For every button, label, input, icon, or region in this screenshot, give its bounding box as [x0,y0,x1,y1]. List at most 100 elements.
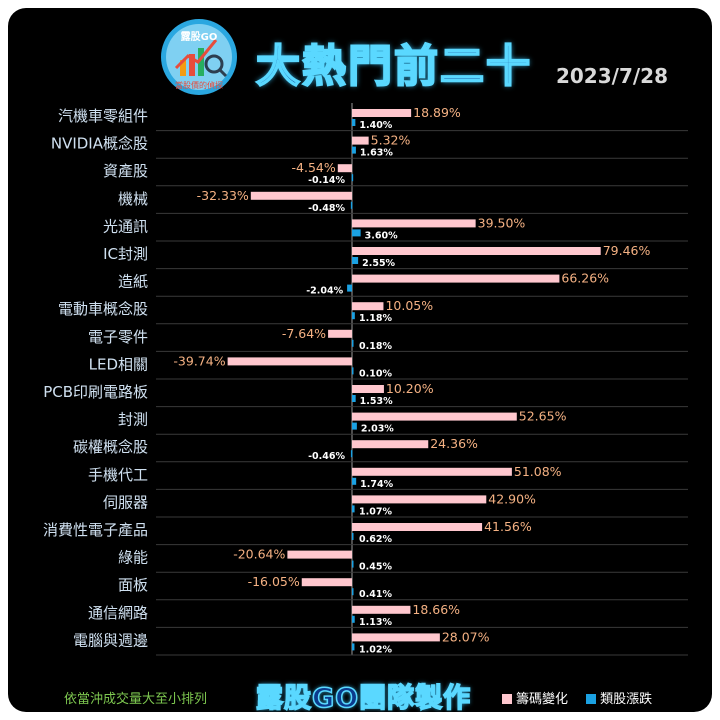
sector-change-bar [352,339,354,347]
sector-change-bar [352,533,354,540]
chip-change-bar [337,164,352,173]
sector-change-label: 1.02% [359,644,392,655]
chip-change-label: 79.46% [603,243,651,258]
category-label: 手機代工 [88,466,148,484]
chip-change-bar [227,357,352,366]
chart-svg: 汽機車零組件 18.89% 1.40% NVIDIA概念股 5.32%1.63% 資產股 -… [43,103,688,656]
category-label: 造紙 [118,273,148,291]
chip-change-label: 10.20% [386,381,434,396]
sector-change-label: 2.55% [362,258,395,269]
category-label: 電腦與週邊 [73,631,148,649]
sector-change-label: 2.03% [361,424,394,435]
sector-change-bar [352,312,355,320]
chip-change-label: -32.33% [197,188,249,203]
chip-change-bar [352,412,517,421]
sector-change-label: 1.53% [360,396,393,407]
sector-change-bar [352,615,355,623]
sector-change-bar [352,395,356,402]
category-label: 碳權概念股 [73,438,148,456]
chip-change-bar [352,385,384,393]
sector-change-label: 1.18% [359,313,392,324]
sector-change-bar [352,560,354,568]
sector-change-label: -0.48% [308,203,345,214]
chip-change-label: 28.07% [442,629,490,644]
chart-frame: 露股GO 當股價的偵探 大熱門前二十 2023/7/28 汽機車零組件 18.89… [8,8,712,712]
sort-note: 依當沖成交量大至小排列 [64,692,208,707]
legend-item-change: 籌碼變化 [502,688,568,707]
chip-change-label: -39.74% [173,353,225,368]
sector-change-label: -2.04% [306,286,343,297]
chip-change-bar [352,605,411,614]
chip-change-label: 24.36% [430,436,478,451]
chip-change-bar [352,495,487,504]
category-label: 電動車概念股 [58,300,148,318]
logo: 露股GO 當股價的偵探 [161,19,237,95]
chip-change-label: -20.64% [233,547,285,562]
chip-change-bar [352,467,512,476]
category-label: 面板 [118,576,148,594]
chip-change-bar [301,578,352,587]
chip-change-label: 66.26% [561,271,609,286]
category-label: 資產股 [103,162,148,180]
sector-change-label: 0.41% [359,589,392,600]
category-label: 通信網路 [88,604,148,622]
chip-change-label: 39.50% [478,215,526,230]
sector-change-bar [352,257,359,264]
sector-change-bar [352,367,354,375]
chip-change-bar [328,329,352,338]
sector-change-bar [347,284,352,292]
category-label: PCB印刷電路板 [43,383,148,401]
legend-swatch-change [502,694,512,704]
chip-change-bar [352,633,440,642]
category-label: 綠能 [118,549,148,567]
chip-change-label: 51.08% [514,464,562,479]
sector-change-label: 1.07% [359,506,392,517]
sector-change-bar [352,477,357,485]
chip-change-label: -7.64% [282,326,326,341]
sector-change-bar [352,505,355,513]
sector-change-bar [350,201,353,209]
sector-change-label: -0.46% [308,451,345,462]
chip-change-bar [352,109,412,117]
sector-change-bar [352,422,357,430]
chip-change-label: 5.32% [371,133,411,148]
sector-change-bar [352,146,356,154]
brand-credit: 露股GO團隊製作 [255,682,472,712]
category-label: IC封測 [103,245,148,263]
chip-change-bar [287,550,352,559]
category-label: 消費性電子產品 [43,521,148,539]
chip-change-bar [352,219,476,228]
chip-change-label: -4.54% [292,160,336,175]
chip-change-label: 18.66% [412,602,460,617]
chart-date: 2023/7/28 [555,64,668,88]
chip-change-bar [352,247,601,255]
legend-item-sector: 類股漲跌 [586,688,652,707]
chip-change-label: 41.56% [484,519,532,534]
chip-change-label: -16.05% [248,574,300,589]
sector-change-bar [352,588,354,596]
chip-change-bar [352,440,429,449]
sector-change-label: 0.62% [359,534,392,545]
sector-change-label: 1.40% [359,120,392,131]
sector-change-label: 1.74% [360,479,393,490]
category-label: 伺服器 [103,493,148,511]
sector-change-label: 0.10% [359,368,392,379]
legend: 籌碼變化 類股漲跌 [502,688,666,707]
chip-change-bar [352,136,369,145]
chart-title: 大熱門前二十 [255,40,532,93]
category-label: NVIDIA概念股 [51,135,148,153]
sector-change-label: 0.45% [359,562,392,573]
sector-change-bar [350,450,353,458]
category-label: 汽機車零組件 [58,107,148,125]
chip-change-bar [352,274,560,283]
category-label: 光通訊 [103,217,148,235]
sector-change-bar [352,643,355,651]
logo-text-bottom: 當股價的偵探 [175,80,223,90]
chip-change-label: 18.89% [413,105,461,120]
sector-change-label: -0.14% [308,175,345,186]
chip-change-bar [352,302,384,311]
category-label: 電子零件 [88,328,148,346]
chip-change-bar [352,523,483,531]
category-label: LED相關 [89,355,148,373]
chip-change-label: 42.90% [488,491,536,506]
